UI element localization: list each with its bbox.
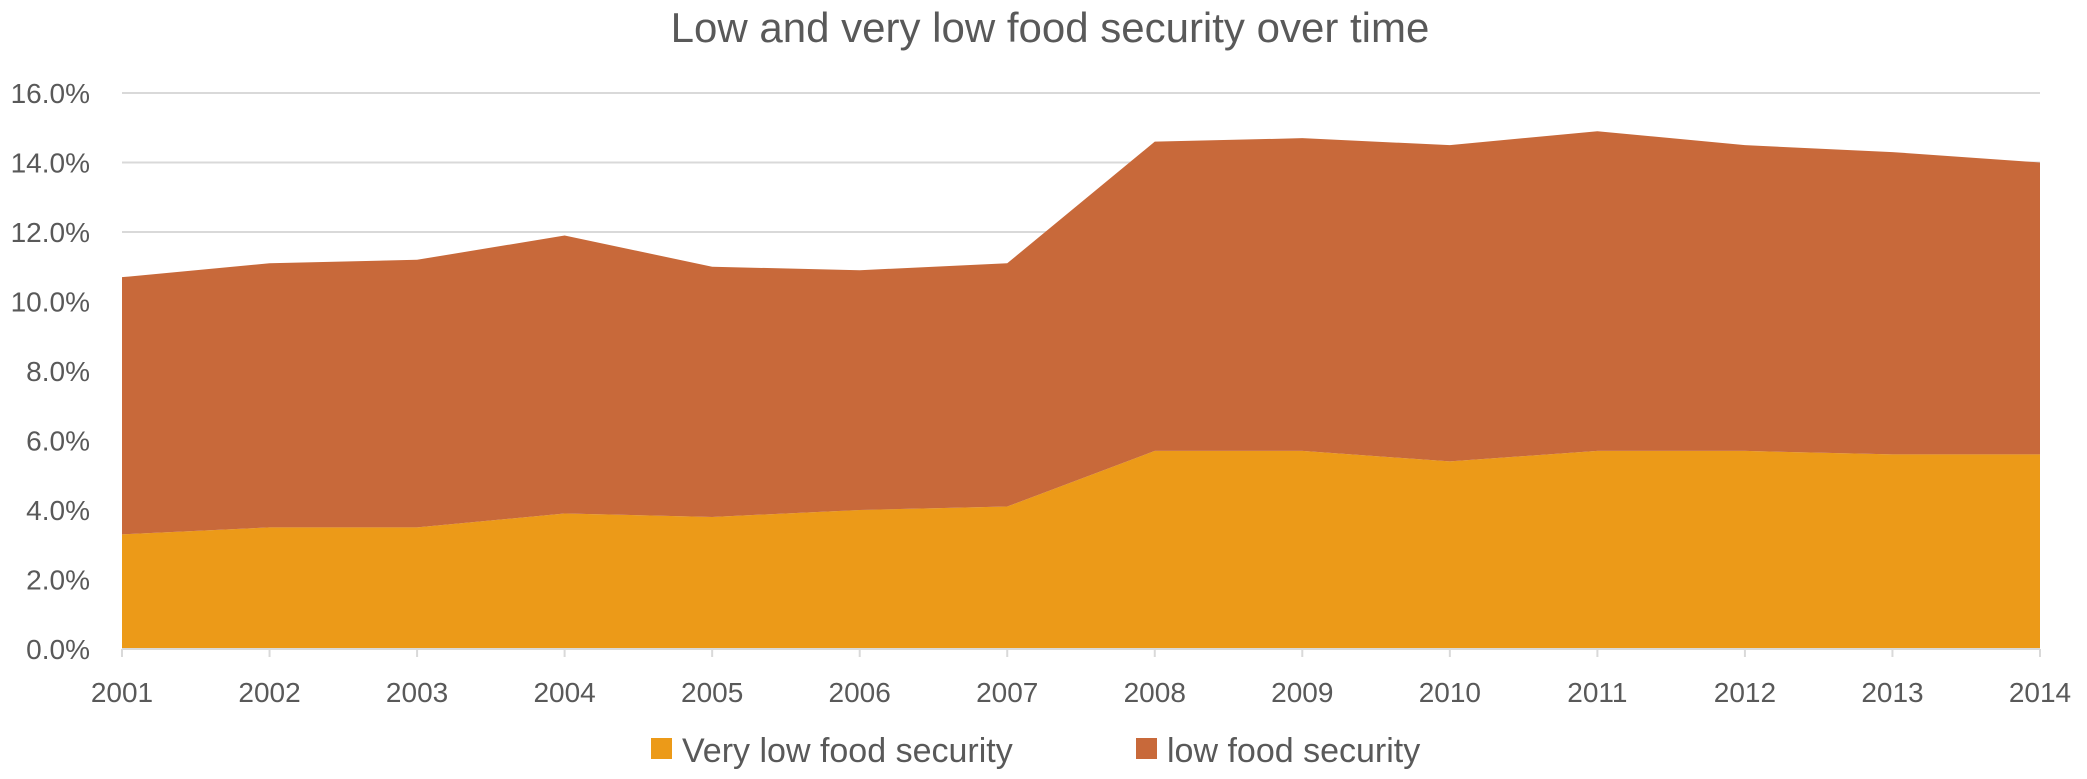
- x-tick-label: 2009: [1271, 677, 1333, 708]
- x-tick-label: 2008: [1124, 677, 1186, 708]
- chart-title: Low and very low food security over time: [671, 4, 1430, 51]
- x-tick-label: 2006: [829, 677, 891, 708]
- legend-label-low-food-security: low food security: [1167, 732, 1420, 770]
- legend-label-very-low-food-security: Very low food security: [682, 732, 1013, 770]
- x-tick-label: 2002: [238, 677, 300, 708]
- legend-swatch-very-low-food-security: [651, 738, 672, 759]
- x-tick-label: 2014: [2009, 677, 2071, 708]
- y-tick-label: 0.0%: [26, 634, 90, 665]
- y-tick-label: 6.0%: [26, 426, 90, 457]
- y-tick-label: 4.0%: [26, 495, 90, 526]
- y-tick-label: 8.0%: [26, 356, 90, 387]
- x-tick-label: 2001: [91, 677, 153, 708]
- x-tick-label: 2013: [1861, 677, 1923, 708]
- x-tick-label: 2012: [1714, 677, 1776, 708]
- x-tick-label: 2003: [386, 677, 448, 708]
- plot-area: [122, 131, 2040, 649]
- legend: Very low food security low food security: [651, 732, 1420, 770]
- x-tick-label: 2010: [1419, 677, 1481, 708]
- x-tick-label: 2007: [976, 677, 1038, 708]
- y-tick-label: 12.0%: [11, 217, 90, 248]
- y-tick-label: 16.0%: [11, 78, 90, 109]
- x-tick-label: 2011: [1567, 677, 1627, 708]
- y-tick-label: 14.0%: [11, 148, 90, 179]
- legend-swatch-low-food-security: [1136, 738, 1157, 759]
- x-tick-label: 2004: [533, 677, 595, 708]
- x-tick-label: 2005: [681, 677, 743, 708]
- y-tick-label: 2.0%: [26, 565, 90, 596]
- y-tick-label: 10.0%: [11, 287, 90, 318]
